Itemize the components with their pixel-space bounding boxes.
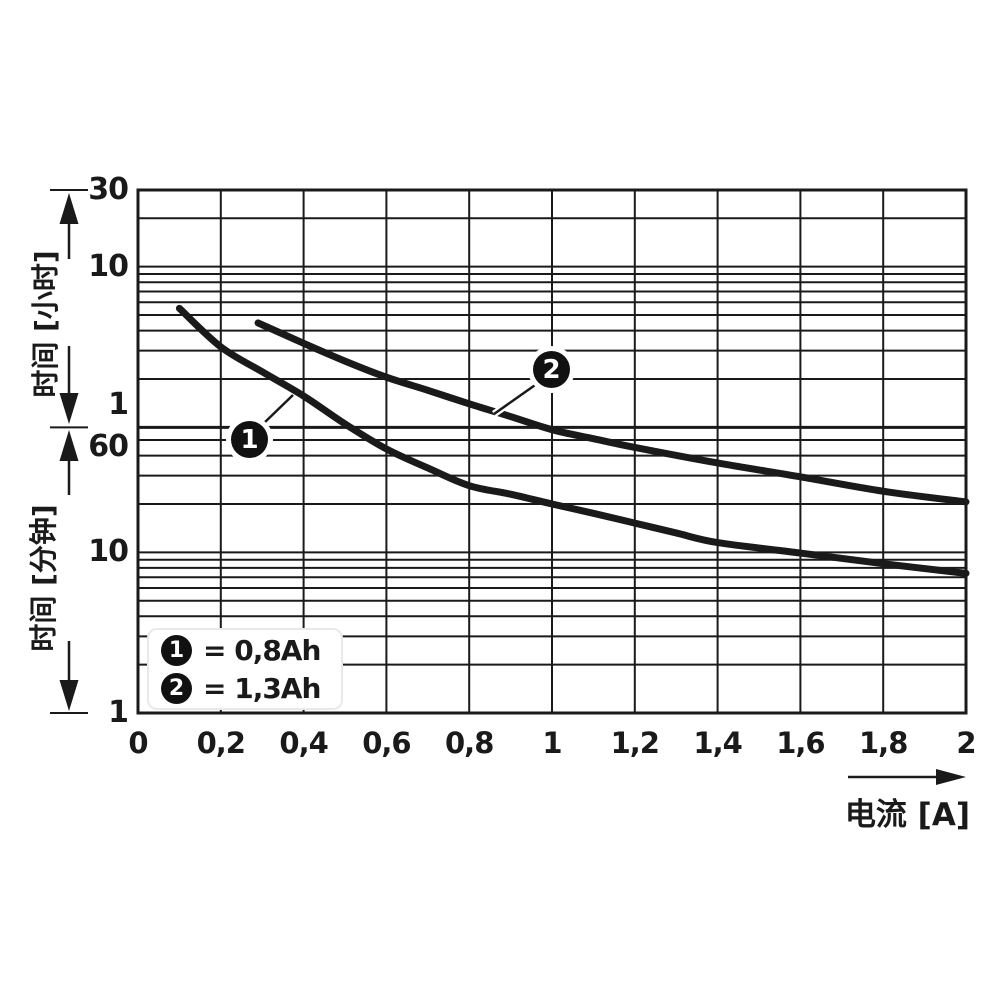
x-tick-label: 1,6 <box>776 726 825 760</box>
x-axis-arrow-icon <box>936 769 966 785</box>
x-axis-label-current: 电流 [A] <box>844 797 970 833</box>
legend-label-1: = 0,8Ah <box>203 633 321 667</box>
x-tick-label: 1 <box>542 726 562 760</box>
curve-2-callout-badge: 2 <box>533 351 570 388</box>
y-axis-label-minutes: 时间 [分钟] <box>27 504 60 652</box>
callout-2-connector <box>493 381 539 416</box>
x-tick-label: 2 <box>956 726 976 760</box>
x-tick-label: 1,4 <box>693 726 742 760</box>
y-tick-label: 10 <box>88 248 129 284</box>
legend-marker-2-icon: 2 <box>161 672 192 704</box>
hours-arrow-up-icon <box>59 193 79 224</box>
legend-label-2: = 1,3Ah <box>203 671 321 705</box>
minutes-arrow-down-icon <box>59 680 79 711</box>
y-tick-label: 1 <box>108 695 129 730</box>
y-tick-label: 10 <box>88 534 129 570</box>
legend-row-2: 2 = 1,3Ah <box>161 672 341 705</box>
x-tick-label: 0,8 <box>445 726 494 760</box>
legend-marker-1-icon: 1 <box>161 634 192 666</box>
x-tick-label: 0 <box>128 726 148 760</box>
curve-1-callout-badge: 1 <box>231 421 268 458</box>
x-tick-label: 0,6 <box>362 726 411 760</box>
y-tick-label: 30 <box>88 172 129 207</box>
legend-box: 1 = 0,8Ah 2 = 1,3Ah <box>147 628 343 710</box>
hours-arrow-down-icon <box>59 393 79 424</box>
y-tick-label: 1 <box>108 387 129 423</box>
legend-row-1: 1 = 0,8Ah <box>161 634 341 667</box>
x-tick-label: 0,4 <box>279 726 328 760</box>
plot-border <box>136 188 968 715</box>
y-axis-label-hours: 时间 [小时] <box>29 250 62 398</box>
x-tick-label: 1,8 <box>859 726 908 760</box>
x-tick-label: 1,2 <box>610 726 660 760</box>
curve-1-0,8Ah <box>175 304 970 577</box>
minutes-arrow-up-icon <box>59 430 79 461</box>
curve-2-1,3Ah <box>254 319 970 506</box>
callout-1-connector <box>262 394 294 425</box>
x-tick-label: 0,2 <box>196 726 246 760</box>
y-tick-label: 60 <box>88 429 129 465</box>
